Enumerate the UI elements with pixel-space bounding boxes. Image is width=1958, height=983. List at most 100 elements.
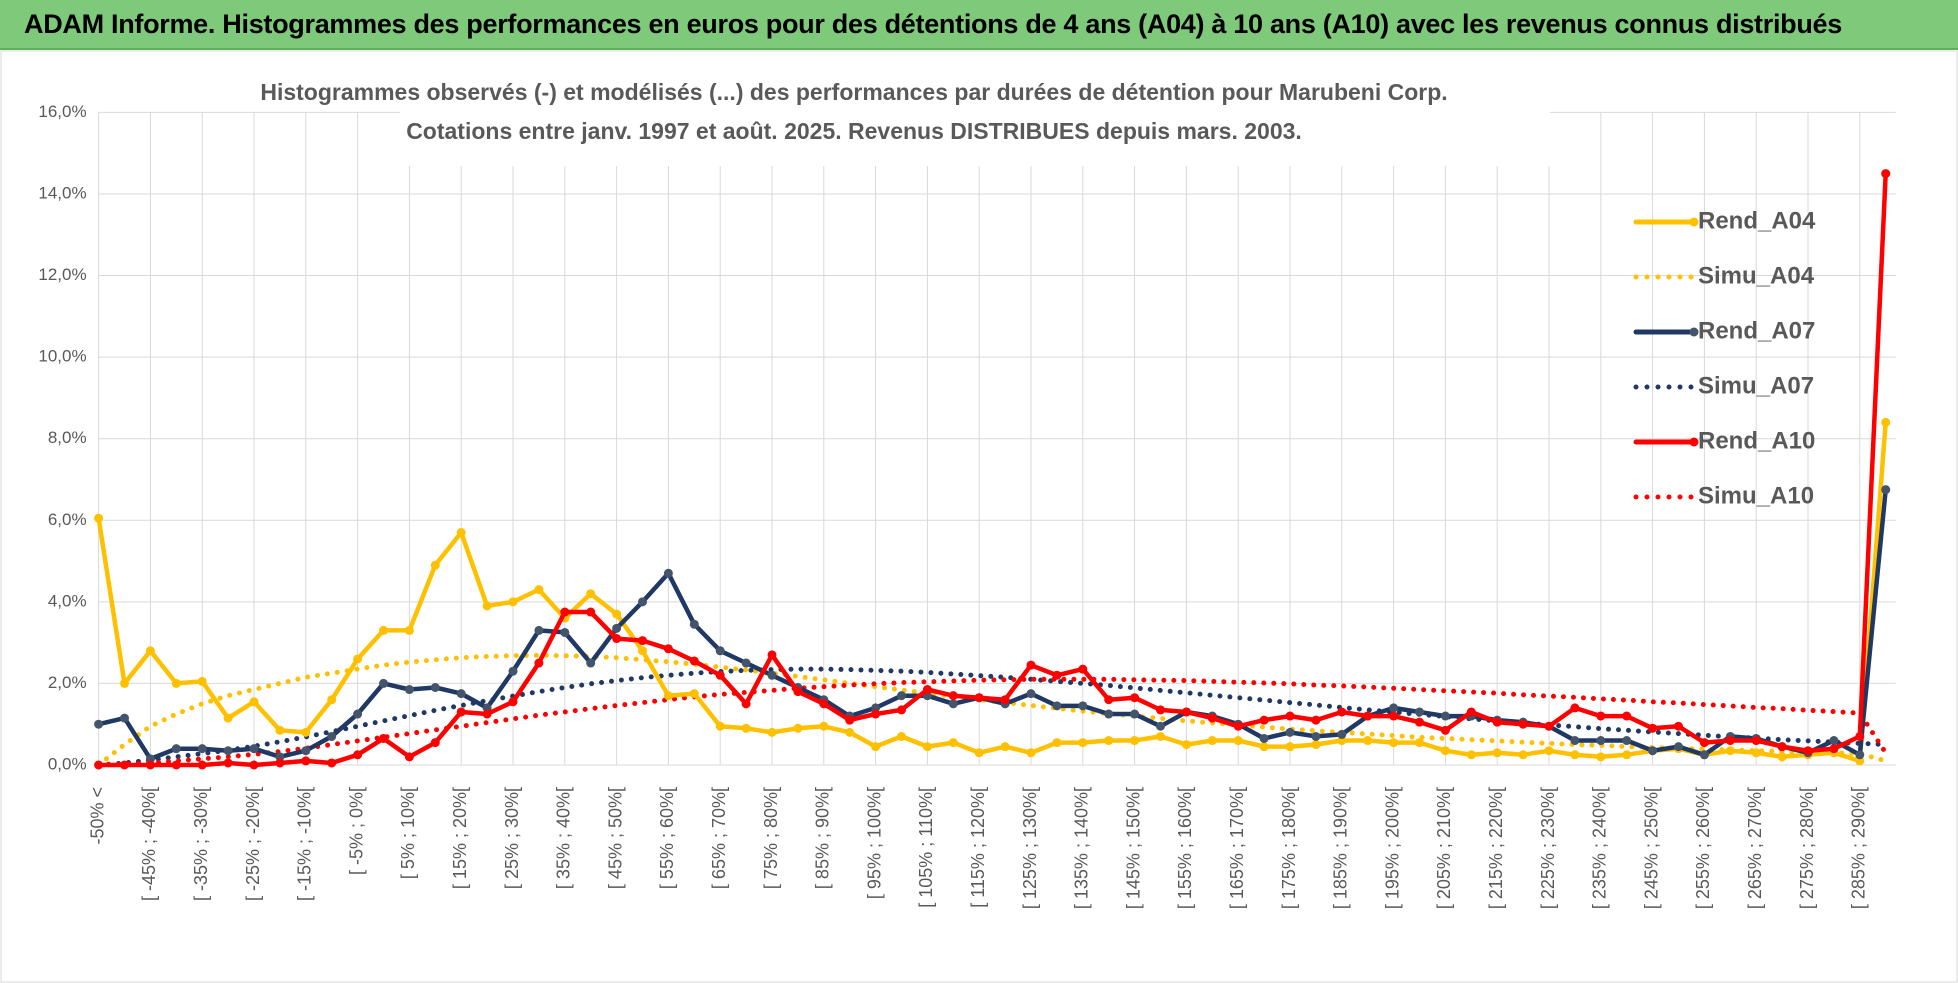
point-marker <box>223 746 233 756</box>
point-marker <box>120 678 129 688</box>
point-marker <box>404 625 414 635</box>
x-tick-label: [ -45% ; -40%[ <box>139 787 159 901</box>
point-marker <box>1570 703 1580 713</box>
legend-label: Simu_A10 <box>1698 482 1814 509</box>
point-marker <box>353 750 363 760</box>
point-marker <box>1078 738 1088 748</box>
point-marker <box>1130 709 1140 719</box>
point-marker <box>94 513 104 523</box>
x-tick-label: [ 55% ; 60%[ <box>657 787 677 889</box>
point-marker <box>534 585 544 595</box>
point-marker <box>1855 731 1865 741</box>
point-marker <box>508 597 518 607</box>
point-marker <box>1518 719 1528 729</box>
point-marker <box>793 723 803 733</box>
point-marker <box>612 609 622 619</box>
observed-line <box>96 171 1888 768</box>
x-tick-label: [ -25% ; -20%[ <box>243 787 263 901</box>
x-tick-label: [ 135% ; 140%[ <box>1072 787 1092 909</box>
point-marker <box>353 654 363 664</box>
point-marker <box>456 528 466 538</box>
point-marker <box>1052 738 1062 748</box>
point-marker <box>819 699 829 709</box>
x-tick-label: [ 225% ; 230%[ <box>1538 787 1558 909</box>
point-marker <box>379 625 388 635</box>
point-marker <box>1881 485 1891 495</box>
legend-marker <box>1689 327 1699 337</box>
point-marker <box>1363 736 1373 746</box>
point-marker <box>430 560 440 570</box>
point-marker <box>1466 750 1476 760</box>
title-backdrop <box>400 74 1550 166</box>
y-tick-label: 6,0% <box>48 510 87 529</box>
point-marker <box>1648 723 1658 733</box>
point-marker <box>1674 742 1683 752</box>
point-marker <box>1389 738 1399 748</box>
chart: 0,0% 2,0% 4,0% 6,0% 8,0% 10,0% 12,0% 14,0% 16,0%… <box>0 50 1958 983</box>
point-marker <box>1052 701 1062 711</box>
point-marker <box>1156 731 1165 741</box>
x-tick-label: [ 125% ; 130%[ <box>1020 787 1040 909</box>
point-marker <box>871 709 881 719</box>
x-tick-label: [ 115% ; 120%[ <box>968 787 988 908</box>
point-marker <box>1440 725 1450 735</box>
point-marker <box>1285 727 1295 737</box>
y-tick-label: 0,0% <box>48 754 87 773</box>
x-tick-label: [ 85% ; 90%[ <box>813 787 833 889</box>
point-marker <box>1855 750 1865 760</box>
y-tick-label: 12,0% <box>38 265 86 284</box>
point-marker <box>534 625 544 635</box>
point-marker <box>1699 750 1709 760</box>
point-marker <box>301 756 311 766</box>
x-tick-label: [ 275% ; 280%[ <box>1797 787 1817 909</box>
x-tick-label: [ 205% ; 210%[ <box>1434 787 1454 909</box>
point-marker <box>1311 740 1321 750</box>
point-marker <box>197 744 207 754</box>
point-marker <box>1466 707 1476 717</box>
y-tick-label: 8,0% <box>48 428 87 447</box>
point-marker <box>1440 711 1450 721</box>
point-marker <box>145 646 155 656</box>
model-line <box>96 666 1889 768</box>
x-tick-label: [ 155% ; 160%[ <box>1175 787 1195 909</box>
point-marker <box>663 691 673 701</box>
point-marker <box>767 670 777 680</box>
model-line <box>96 676 1889 768</box>
point-marker <box>1699 738 1709 748</box>
point-marker <box>1751 748 1761 758</box>
point-marker <box>249 697 259 707</box>
point-marker <box>379 733 388 743</box>
point-marker <box>456 707 466 717</box>
x-tick-label: [ 15% ; 20%[ <box>450 787 470 889</box>
point-marker <box>638 597 647 607</box>
point-marker <box>171 760 181 770</box>
point-marker <box>1181 707 1191 717</box>
point-marker <box>741 658 751 668</box>
point-marker <box>1596 736 1606 746</box>
point-marker <box>1829 744 1839 754</box>
point-marker <box>120 760 129 770</box>
x-tick-label: [ 245% ; 250%[ <box>1641 787 1661 909</box>
point-marker <box>301 727 311 737</box>
point-marker <box>1000 742 1010 752</box>
point-marker <box>1207 736 1217 746</box>
point-marker <box>275 725 285 735</box>
point-marker <box>482 709 492 719</box>
point-marker <box>1389 711 1399 721</box>
point-marker <box>1104 709 1114 719</box>
point-marker <box>379 678 388 688</box>
point-marker <box>1648 746 1658 756</box>
x-tick-label: [ 285% ; 290%[ <box>1849 787 1869 909</box>
point-marker <box>638 636 647 646</box>
point-marker <box>1596 752 1606 762</box>
point-marker <box>1311 715 1321 725</box>
point-marker <box>1415 707 1424 717</box>
chart-subtitle: Cotations entre janv. 1997 et août. 2025… <box>406 118 1302 144</box>
legend-label: Rend_A10 <box>1698 427 1815 454</box>
point-marker <box>301 746 311 756</box>
point-marker <box>353 709 363 719</box>
point-marker <box>689 689 699 699</box>
point-marker <box>663 644 673 654</box>
point-marker <box>845 715 855 725</box>
point-marker <box>1130 693 1140 703</box>
